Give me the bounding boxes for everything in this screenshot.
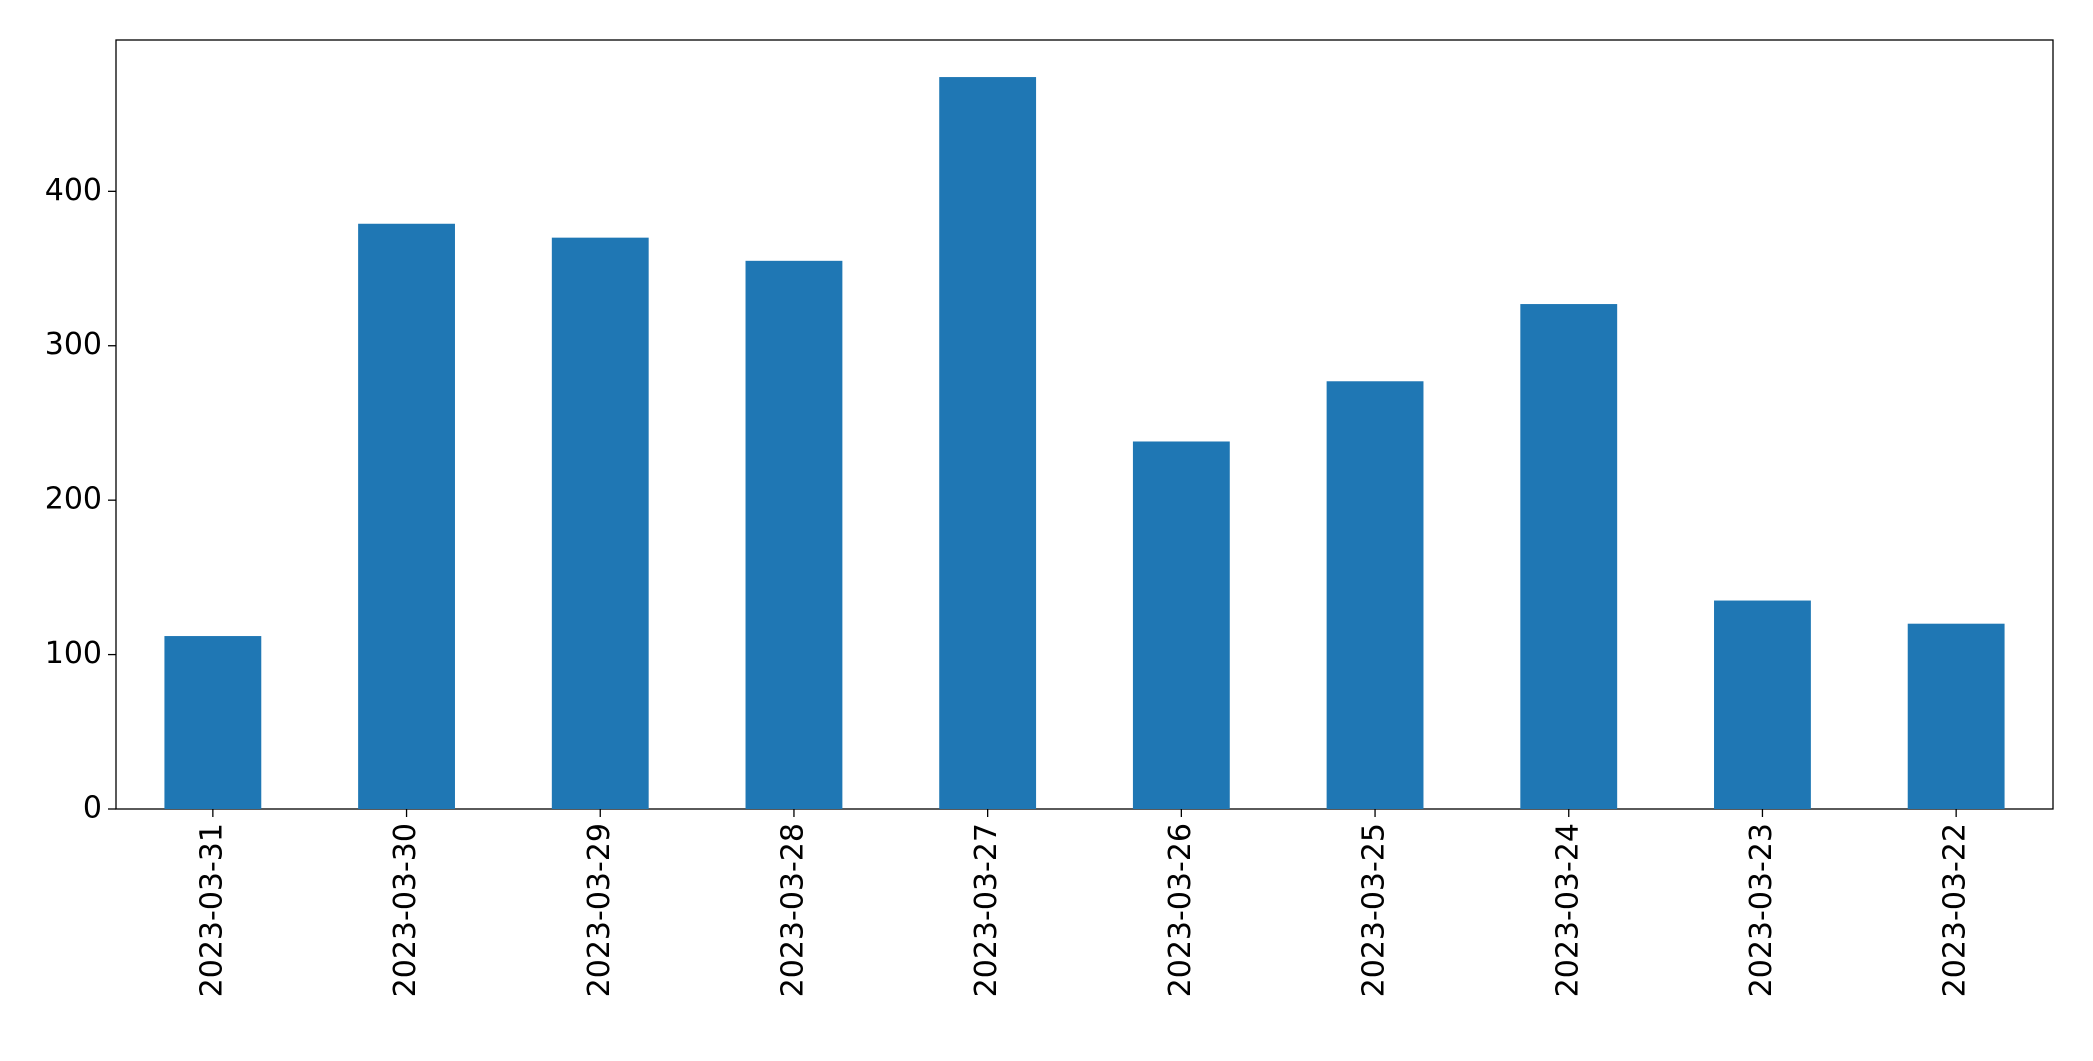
x-tick-label: 2023-03-31 — [194, 823, 229, 997]
x-tick-label: 2023-03-30 — [388, 823, 423, 997]
x-tick-label: 2023-03-25 — [1357, 823, 1392, 997]
bar — [1132, 441, 1230, 809]
y-tick-label: 400 — [45, 173, 102, 208]
x-tick-label: 2023-03-26 — [1163, 823, 1198, 997]
bar — [1520, 304, 1618, 809]
bar — [1907, 623, 2005, 809]
bar — [745, 260, 843, 809]
bar — [358, 223, 455, 810]
bar — [164, 636, 262, 809]
x-tick-label: 2023-03-28 — [775, 823, 810, 997]
x-tick-label: 2023-03-22 — [1938, 823, 1973, 997]
x-tick-label: 2023-03-27 — [969, 823, 1004, 997]
bar — [1714, 600, 1811, 809]
bar — [939, 77, 1037, 809]
x-tick-label: 2023-03-24 — [1550, 823, 1585, 997]
y-tick-label: 0 — [83, 791, 102, 826]
bar — [551, 237, 649, 810]
y-tick-label: 100 — [45, 636, 102, 671]
y-tick-label: 200 — [45, 482, 102, 517]
x-tick-label: 2023-03-29 — [582, 823, 617, 997]
x-tick-label: 2023-03-23 — [1744, 823, 1779, 997]
bar — [1326, 381, 1424, 809]
plot-frame — [115, 39, 2054, 810]
y-tick-label: 300 — [45, 327, 102, 362]
